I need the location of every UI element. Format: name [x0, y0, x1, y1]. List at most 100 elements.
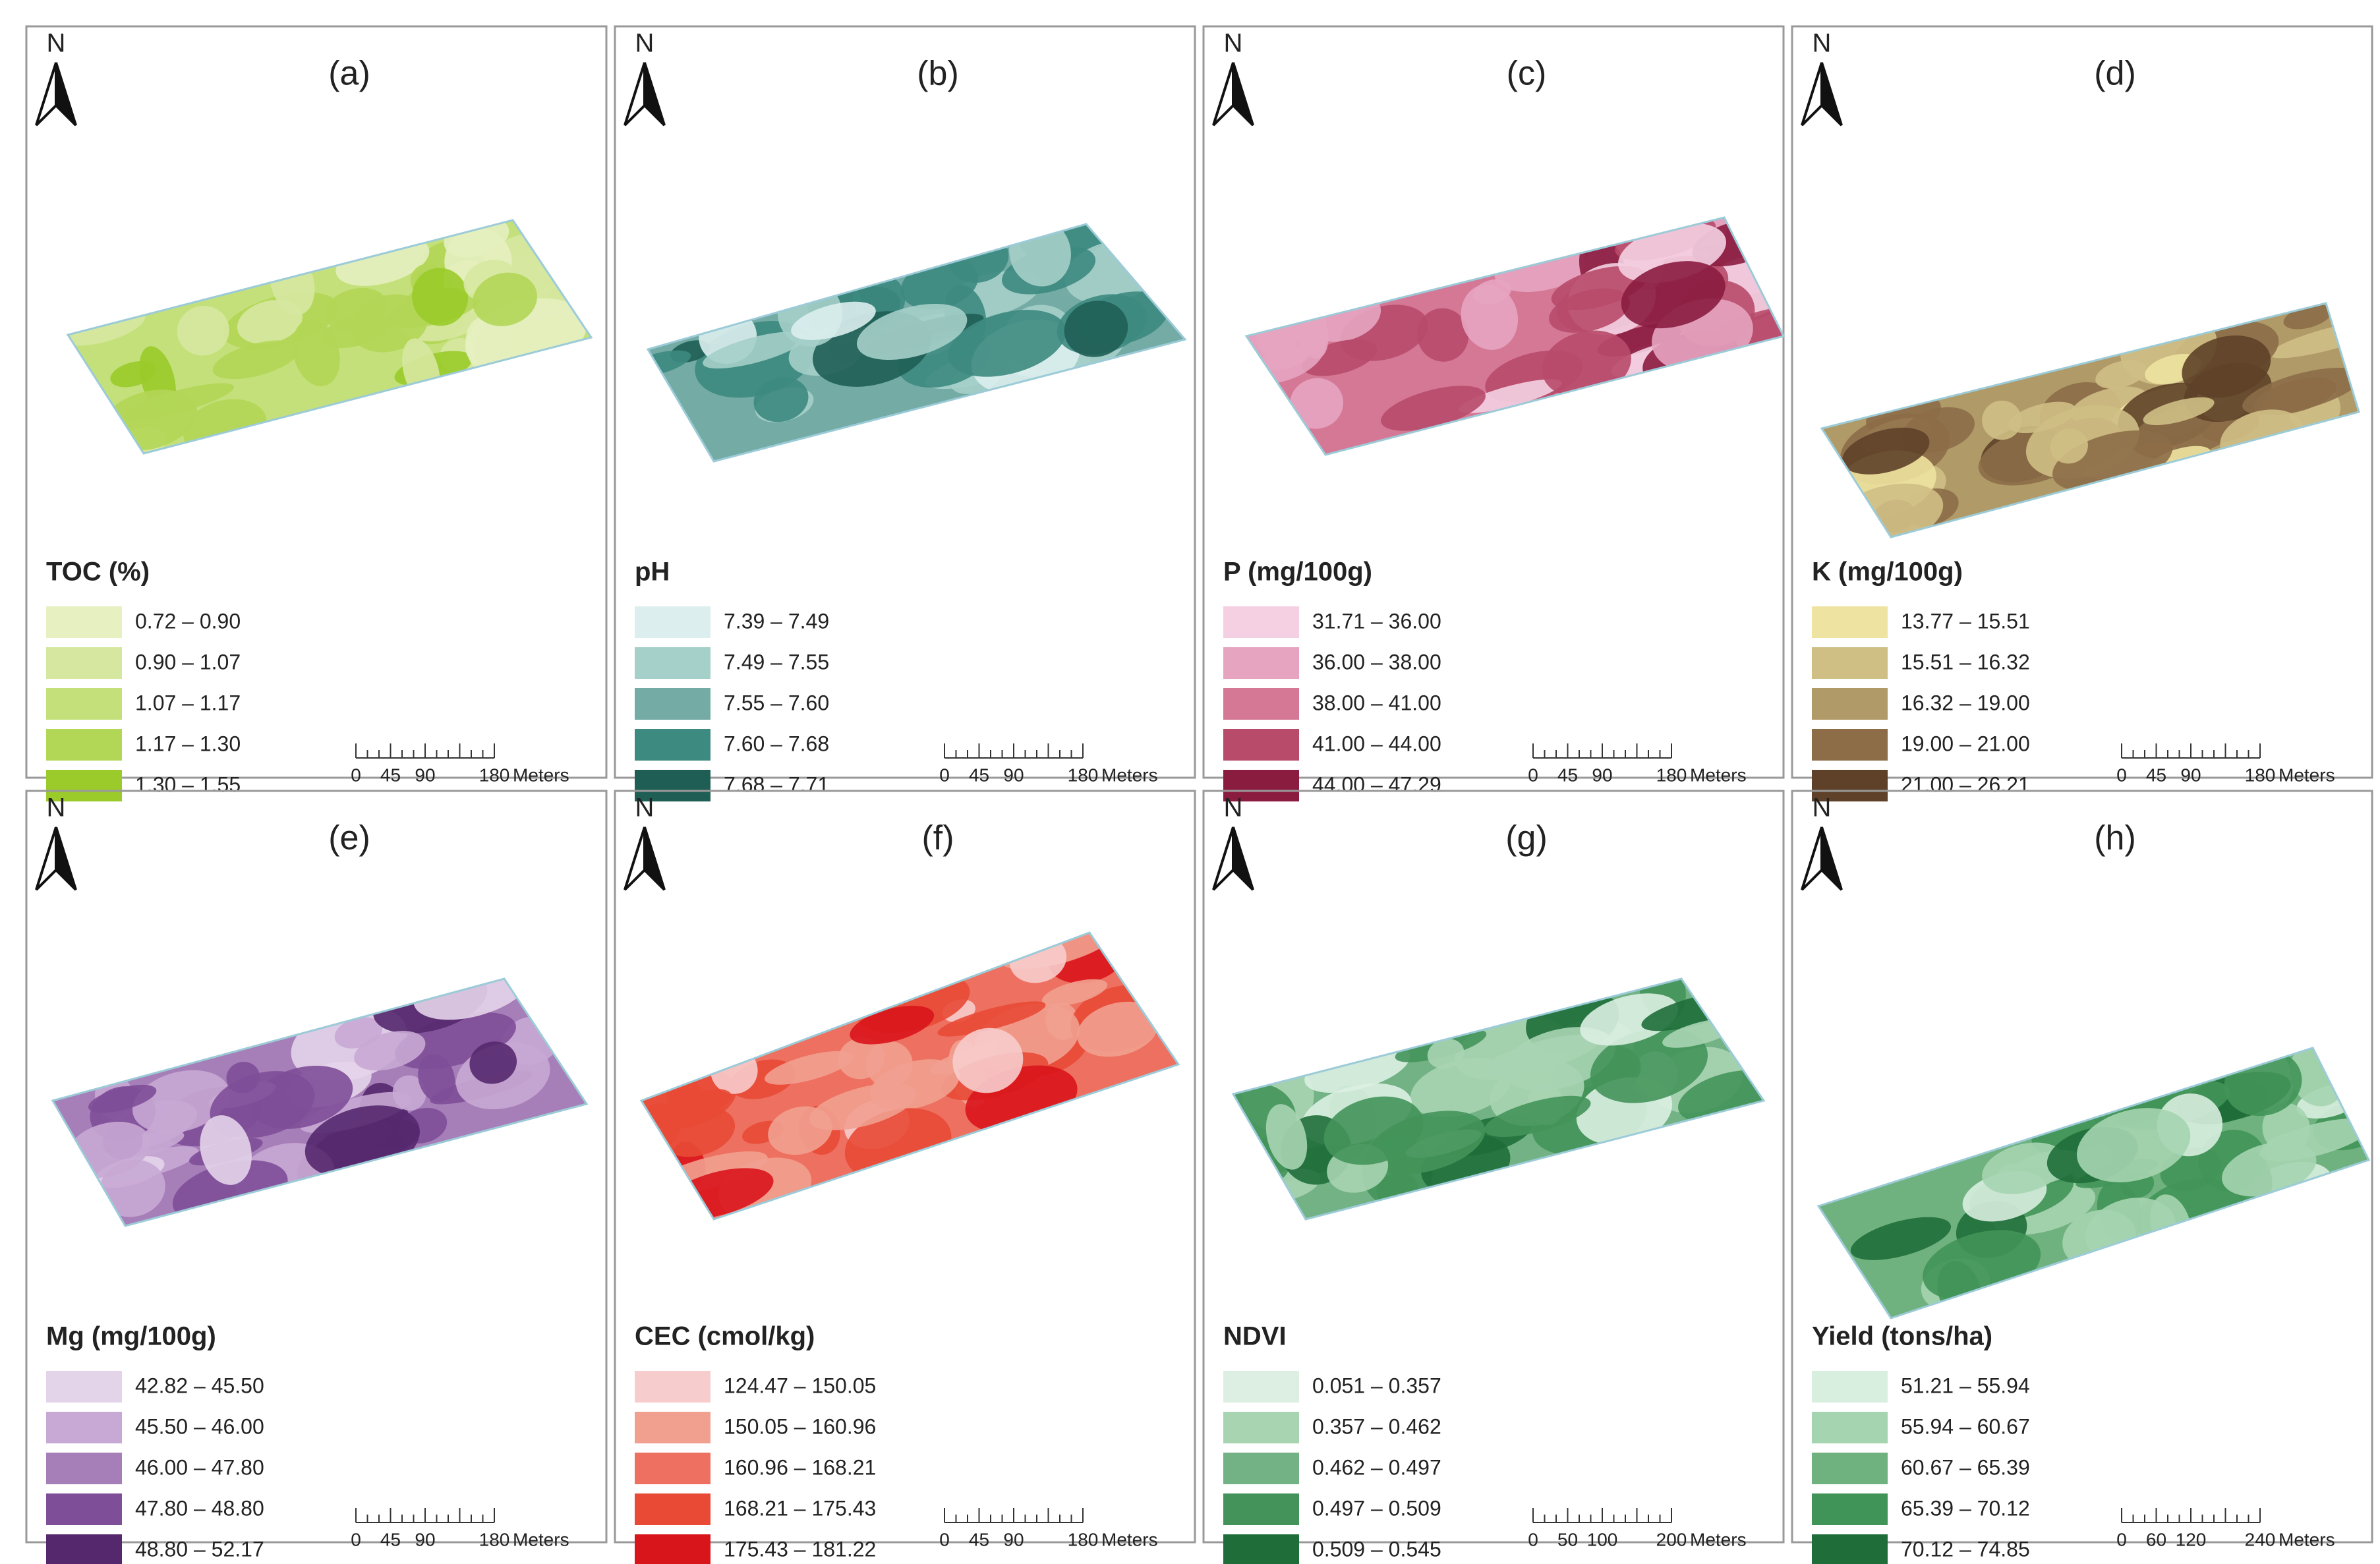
legend-label: 38.00 – 41.00 — [1312, 691, 1441, 714]
scale-label: 90 — [1003, 765, 1024, 785]
panel-frame — [1202, 790, 1785, 1544]
legend-label: 7.60 – 7.68 — [724, 732, 829, 755]
legend-swatch — [1223, 688, 1299, 720]
scale-unit: Meters — [1101, 1529, 1158, 1550]
legend-label: 31.71 – 36.00 — [1312, 609, 1441, 633]
panel-label: (c) — [1507, 55, 1547, 93]
legend-swatch — [635, 688, 711, 720]
legend-swatch — [1223, 1412, 1299, 1443]
legend-swatch — [46, 729, 122, 761]
field-patch — [2076, 1108, 2191, 1182]
north-arrow — [624, 62, 646, 127]
north-arrow — [643, 62, 666, 127]
field-patch — [765, 1051, 854, 1085]
north-arrow — [624, 826, 646, 891]
scale-unit: Meters — [513, 765, 569, 785]
panel-label: (b) — [917, 55, 959, 93]
scale-label: 45 — [969, 1529, 989, 1550]
legend-swatch — [1223, 729, 1299, 761]
field-patches — [648, 224, 1169, 422]
legend-label: 16.32 – 19.00 — [1901, 691, 2030, 714]
field-patch — [660, 1107, 736, 1157]
field-patch — [1484, 1095, 1591, 1137]
north-arrow — [35, 826, 57, 891]
panel-label: (f) — [921, 819, 954, 857]
field-outline — [66, 219, 593, 455]
north-arrow — [35, 62, 57, 127]
legend-swatch — [46, 688, 122, 720]
map-panel: N (d) K (mg/100g) 13.77 – 15.51 15.51 – 16.3… — [1791, 25, 2373, 801]
field-patch — [292, 319, 340, 387]
scale-label: 90 — [2180, 765, 2201, 785]
legend-swatch — [1223, 1453, 1299, 1484]
legend-swatch — [635, 647, 711, 679]
scale-label: 0 — [939, 765, 950, 785]
field-patch — [324, 287, 387, 331]
field-patch — [412, 268, 469, 326]
field-patch — [948, 310, 1066, 377]
panel-label: (g) — [1505, 819, 1548, 857]
legend-label: 42.82 – 45.50 — [135, 1374, 264, 1397]
legend-swatch — [1223, 1534, 1299, 1564]
field-patch — [1323, 1096, 1424, 1165]
legend-swatch — [635, 770, 711, 801]
field-patch — [1077, 1001, 1160, 1057]
field-patch — [122, 383, 235, 420]
scale-label: 180 — [479, 765, 510, 785]
legend-swatch — [1223, 606, 1299, 638]
north-arrow — [1820, 62, 1843, 127]
scale-label: 180 — [1068, 1529, 1099, 1550]
field-patch — [2242, 368, 2359, 415]
legend-title: P (mg/100g) — [1223, 558, 1372, 587]
panel-frame — [1202, 25, 1785, 779]
legend-swatch — [635, 729, 711, 761]
legend-swatch — [635, 1493, 711, 1525]
field-patch — [1260, 346, 1310, 371]
field-patch — [1064, 301, 1128, 357]
scale-label: 100 — [1587, 1529, 1618, 1550]
field-patch — [177, 306, 229, 356]
north-arrow — [55, 62, 77, 127]
panel-frame — [25, 790, 608, 1544]
field-patch — [2182, 335, 2271, 398]
legend-label: 7.39 – 7.49 — [724, 609, 829, 633]
panel-frame — [1791, 790, 2373, 1544]
map-panel: N (h) Yield (tons/ha) 51.21 – 55.94 55.94 – … — [1791, 790, 2373, 1564]
field-patch — [392, 1075, 426, 1111]
north-label: N — [1224, 794, 1243, 823]
north-arrow — [1212, 62, 1234, 127]
scale-label: 0 — [1528, 765, 1538, 785]
north-label: N — [1813, 29, 1832, 58]
scale-label: 0 — [2116, 765, 2127, 785]
legend-label: 0.051 – 0.357 — [1312, 1374, 1441, 1397]
scale-label: 45 — [380, 1529, 401, 1550]
field-patch — [1265, 1104, 1308, 1170]
legend-swatch — [635, 1453, 711, 1484]
legend-swatch — [46, 770, 122, 801]
legend-swatch — [1812, 770, 1888, 801]
north-label: N — [635, 29, 654, 58]
legend-swatch — [46, 1534, 122, 1564]
legend-swatch — [635, 606, 711, 638]
north-arrow — [55, 826, 77, 891]
scale-label: 120 — [2176, 1529, 2207, 1550]
legend-label: 51.21 – 55.94 — [1901, 1374, 2030, 1397]
scale-label: 200 — [1656, 1529, 1687, 1550]
legend-title: CEC (cmol/kg) — [635, 1322, 815, 1351]
field-outline — [1820, 302, 2360, 538]
legend-swatch — [46, 1371, 122, 1403]
field-patch — [856, 303, 968, 361]
legend-swatch — [46, 606, 122, 638]
field-patch — [132, 1070, 229, 1134]
field-patch — [1580, 993, 1679, 1046]
legend-label: 1.17 – 1.30 — [135, 732, 241, 755]
field-patch — [1621, 261, 1726, 329]
legend-label: 13.77 – 15.51 — [1901, 609, 2030, 633]
legend-label: 124.47 – 150.05 — [724, 1374, 876, 1397]
field-patch — [2222, 1142, 2317, 1197]
legend-swatch — [46, 1412, 122, 1443]
scale-label: 240 — [2245, 1529, 2276, 1550]
scale-label: 45 — [380, 765, 401, 785]
field-patch — [1850, 1217, 1952, 1260]
scale-label: 90 — [415, 1529, 435, 1550]
